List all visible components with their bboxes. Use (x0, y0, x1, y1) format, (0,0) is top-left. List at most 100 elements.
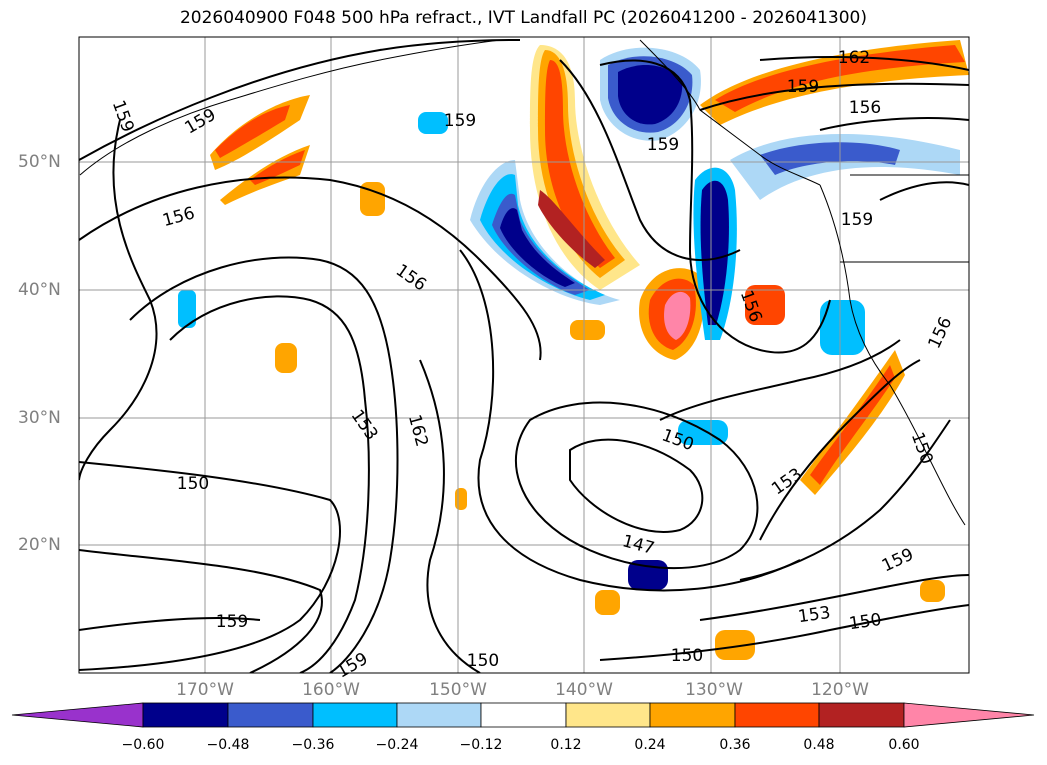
contour-line (699, 574, 969, 621)
shading-layer (178, 40, 969, 660)
anomaly-red-nw2 (250, 150, 305, 185)
coastline-west (819, 184, 966, 526)
contour-line (879, 181, 969, 201)
colorbar-bin (142, 702, 229, 728)
contour-label: 159 (787, 77, 819, 97)
contour-line (739, 419, 951, 581)
colorbar-tick: 0.48 (803, 737, 835, 753)
contour-label: 159 (181, 105, 219, 139)
coastline-alaska (639, 39, 821, 186)
colorbar-bin (818, 702, 905, 728)
anomaly-orange-se-2 (810, 365, 895, 485)
anomaly-patch-7 (820, 300, 865, 355)
contour-line (759, 359, 921, 541)
colorbar-tick: 0.24 (634, 737, 666, 753)
contour-line (659, 339, 901, 421)
anomaly-patch-5 (595, 590, 620, 615)
contour-label: 147 (620, 531, 657, 559)
anomaly-patch-3 (678, 420, 728, 445)
contour-label: 162 (838, 48, 870, 68)
colorbar-bin (565, 702, 651, 728)
gridlines (79, 37, 969, 673)
contour-line (599, 59, 831, 354)
anomaly-patch-9 (455, 488, 467, 510)
contour-label: 159 (841, 210, 873, 230)
contour-line (459, 249, 801, 592)
contour-label: 159 (216, 612, 248, 632)
contour-line (759, 56, 969, 71)
lon-label: 120°W (811, 680, 869, 700)
contour-line (129, 256, 399, 673)
contour-line (559, 59, 741, 261)
lon-label: 140°W (555, 680, 613, 700)
anomaly-blue-coast-2 (760, 142, 900, 175)
contour-line (79, 39, 521, 161)
contour-line (79, 461, 341, 671)
anomaly-patch-2 (570, 320, 605, 340)
anomaly-pink-core (664, 291, 691, 340)
colorbar-tick: −0.24 (375, 737, 419, 753)
contour-label: 159 (444, 111, 476, 131)
contour-label: 150 (671, 646, 703, 666)
anomaly-blue-band-deep (500, 208, 575, 287)
contour-label: 159 (333, 649, 371, 683)
lon-label: 150°W (429, 680, 487, 700)
colorbar-tick: −0.48 (206, 737, 250, 753)
contour-label: 156 (925, 314, 957, 352)
lat-label: 20°N (18, 535, 61, 555)
contour-label: 150 (467, 651, 499, 671)
contour-line (79, 617, 261, 631)
contours (79, 39, 969, 673)
anomaly-patch-11 (418, 112, 448, 134)
anomaly-patch-13 (920, 580, 945, 602)
colorbar-bin (227, 702, 314, 728)
coastlines (79, 39, 969, 526)
contour-label: 150 (907, 430, 937, 467)
contour-label: 159 (647, 135, 679, 155)
plot-frame (78, 36, 970, 674)
contour-line (79, 119, 158, 481)
colorbar-extend-low (11, 702, 144, 728)
contour-line (79, 176, 542, 361)
lat-label: 30°N (18, 408, 61, 428)
anomaly-red-band-red (545, 60, 615, 268)
colorbar-bin (312, 702, 398, 728)
colorbar-extend-high (903, 702, 1035, 728)
contour-line (419, 359, 481, 673)
anomaly-patch-1 (275, 343, 297, 373)
colorbar-tick: 0.36 (719, 737, 751, 753)
anomaly-patch-10 (178, 290, 196, 328)
colorbar-bin (649, 702, 736, 728)
colorbar (11, 702, 1035, 728)
lon-label: 130°W (685, 680, 743, 700)
contour-line (599, 604, 969, 661)
contour-label: 159 (108, 98, 138, 135)
lon-label: 160°W (302, 680, 360, 700)
colorbar-tick: 0.12 (550, 737, 582, 753)
contour-label: 156 (160, 203, 197, 231)
contour-line (169, 295, 370, 673)
coastline-aleutians (79, 39, 501, 176)
contour-line (79, 549, 323, 673)
colorbar-tick: −0.60 (121, 737, 165, 753)
colorbar-bin (480, 702, 567, 728)
anomaly-red-na-2 (715, 45, 965, 112)
colorbar-tick: 0.60 (888, 737, 920, 753)
contour-label: 150 (848, 610, 883, 634)
anomaly-patch-6 (715, 630, 755, 660)
colorbar-bin (734, 702, 820, 728)
contour-line (514, 401, 759, 570)
contour-label: 159 (879, 545, 917, 577)
contour-label: 156 (849, 98, 881, 118)
anomaly-blue-north-3 (618, 65, 683, 125)
anomaly-blue-column-2 (700, 180, 729, 325)
contour-label: 153 (347, 406, 382, 444)
contour-label: 150 (177, 474, 209, 494)
map-title: 2026040900 F048 500 hPa refract., IVT La… (179, 8, 867, 28)
lon-label: 170°W (176, 680, 234, 700)
anomaly-patch-12 (360, 182, 385, 216)
lat-label: 40°N (18, 280, 61, 300)
lat-label: 50°N (18, 152, 61, 172)
contour-label: 153 (797, 603, 832, 627)
